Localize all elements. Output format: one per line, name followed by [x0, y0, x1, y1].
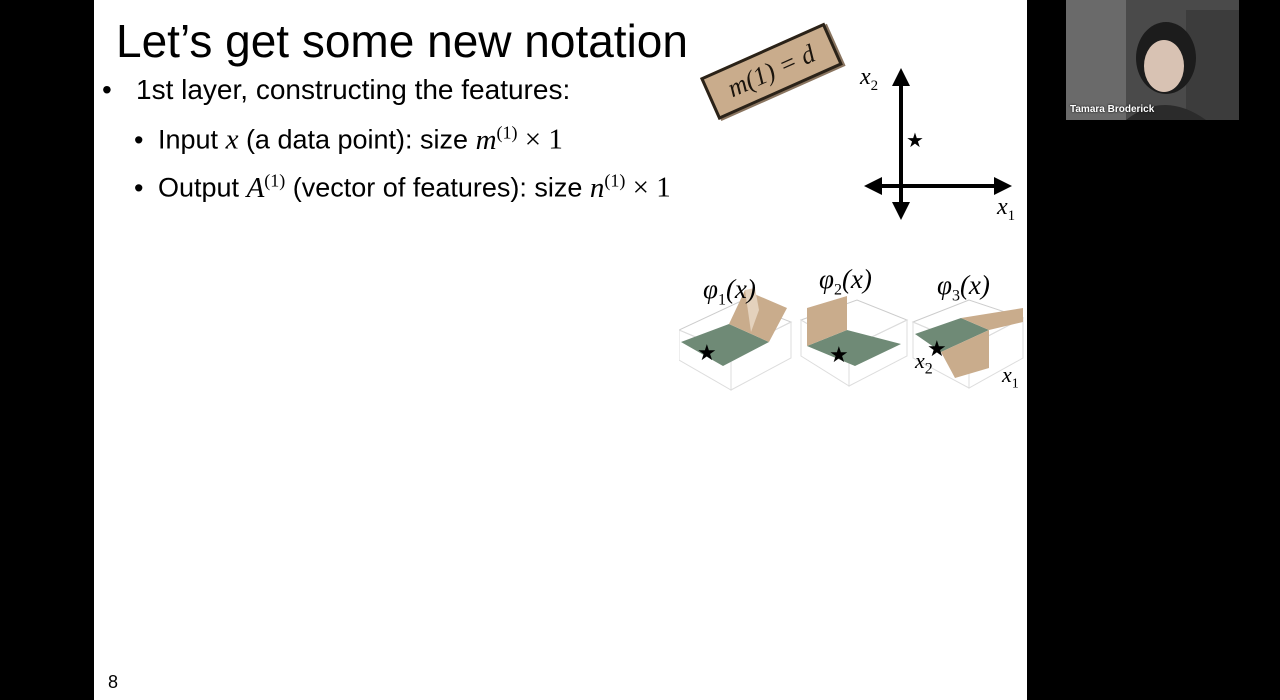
plot-phi2: ★	[799, 296, 909, 387]
phi-sub: 1	[717, 291, 726, 309]
math-size-input: m(1)	[475, 122, 518, 156]
participant-video-frame	[1066, 0, 1239, 120]
bullet-output-middle: (vector of features): size	[285, 172, 590, 203]
plot-label-phi1: φ1(x)	[703, 274, 756, 309]
participant-video[interactable]: Tamara Broderick	[1066, 0, 1239, 120]
plot-axis-x1-var: x	[1002, 362, 1012, 387]
axis-x2-var: x	[860, 64, 871, 90]
bullet-output: • Output A(1) (vector of features): size …	[134, 170, 671, 205]
slide-title: Let’s get some new notation	[116, 15, 688, 67]
x1-arrow-left	[864, 177, 882, 195]
phi-symbol: φ	[819, 264, 834, 294]
annotation-note: m(1) = d	[700, 22, 843, 121]
bullet-input: • Input x (a data point): size m(1) × 1	[134, 122, 563, 157]
x1-arrow-right	[994, 177, 1012, 195]
face-shape	[1144, 40, 1184, 92]
axis-x2-sub: 2	[870, 77, 879, 94]
bullet-marker: •	[102, 74, 112, 105]
shoulders-shape	[1126, 105, 1206, 120]
math-size-output: n(1)	[589, 170, 626, 204]
bullet-input-middle: (a data point): size	[238, 124, 476, 155]
plot-axis-x2-sub: 2	[924, 360, 933, 378]
axis-x1-var: x	[997, 194, 1008, 220]
annotation-note-text: m(1) = d	[723, 38, 820, 103]
plot-phi3: ★	[911, 299, 1025, 389]
svg-text:★: ★	[927, 336, 947, 361]
axes-svg	[864, 68, 1012, 220]
page-number: 8	[108, 672, 119, 692]
slide: Let’s get some new notation • 1st layer, …	[94, 0, 1027, 700]
plot-axis-x1-label: x1	[1002, 362, 1019, 392]
plot-phi1: ★	[677, 288, 793, 391]
phi-arg: (x)	[959, 270, 990, 300]
plot-label-phi3: φ3(x)	[937, 270, 990, 305]
phi-symbol: φ	[937, 270, 952, 300]
math-var-x: x	[225, 123, 239, 156]
plot-axis-x1-sub: 1	[1011, 376, 1019, 392]
math-var-A-letter: A	[246, 171, 265, 204]
x2-arrow-up	[892, 68, 910, 86]
point-star-icon: ★	[906, 130, 924, 152]
axes-diagram: x2 ★ x1	[854, 60, 1027, 235]
svg-text:★: ★	[829, 342, 849, 367]
bullet-input-prefix: Input	[158, 124, 226, 155]
feature-plots: ★ ★ ★ φ1(x) φ2(x)	[677, 260, 1027, 400]
bullet-marker: •	[134, 124, 144, 155]
svg-text:★: ★	[697, 340, 717, 365]
math-times: × 1	[517, 123, 563, 156]
feature-plots-svg: ★ ★ ★	[677, 288, 1025, 391]
participant-name: Tamara Broderick	[1070, 104, 1155, 115]
math-sup: (1)	[604, 170, 626, 190]
math-sup: (1)	[496, 122, 518, 142]
math-var-m: m	[475, 123, 497, 156]
math-var-n: n	[589, 171, 605, 204]
phi-symbol: φ	[703, 274, 718, 304]
phi-sub: 2	[833, 281, 842, 299]
axis-label-x1: x1	[997, 194, 1015, 225]
phi-sub: 3	[951, 287, 960, 305]
plot-axis-x2: x2	[915, 348, 933, 378]
bullet-text: 1st layer, constructing the features:	[136, 74, 571, 105]
math-var-A: A(1)	[246, 170, 286, 204]
bullet-marker: •	[134, 172, 144, 203]
bullet-first-layer: • 1st layer, constructing the features:	[102, 74, 570, 106]
axis-label-x2: x2	[860, 64, 878, 95]
phi-arg: (x)	[841, 264, 872, 294]
bullet-output-prefix: Output	[158, 172, 247, 203]
axis-x1-sub: 1	[1007, 207, 1016, 224]
math-times: × 1	[625, 171, 671, 204]
math-sup: (1)	[264, 170, 286, 190]
phi-arg: (x)	[725, 274, 756, 304]
plot-label-phi2: φ2(x)	[819, 264, 872, 299]
plot-axis-x2-var: x	[915, 348, 925, 373]
x2-arrow-down	[892, 202, 910, 220]
